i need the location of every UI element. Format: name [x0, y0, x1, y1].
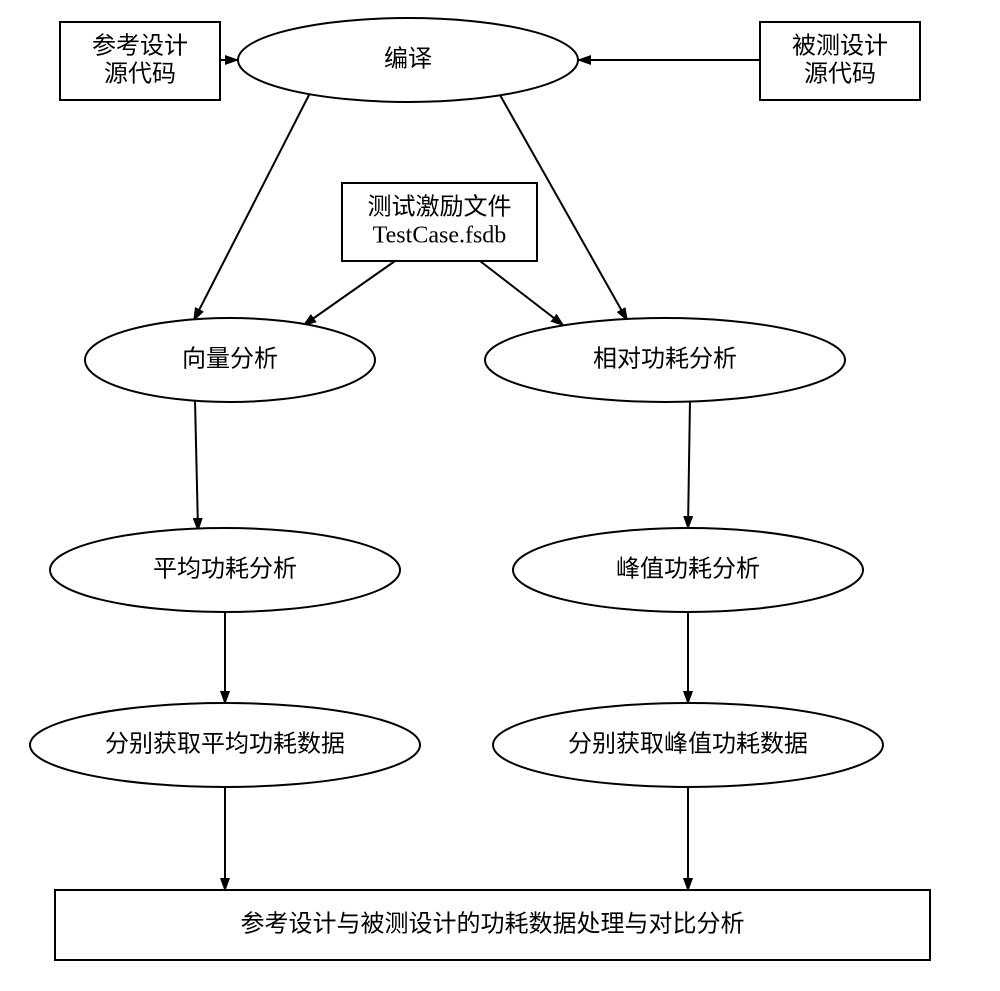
- node-vector: 向量分析: [85, 318, 375, 402]
- node-get_avg: 分别获取平均功耗数据: [30, 703, 420, 787]
- node-ref_code: 参考设计源代码: [60, 22, 220, 100]
- node-label: 峰值功耗分析: [616, 556, 760, 583]
- node-peak_power: 峰值功耗分析: [513, 528, 863, 612]
- flowchart-diagram: 参考设计源代码被测设计源代码编译测试激励文件TestCase.fsdb向量分析相…: [0, 0, 1000, 991]
- node-label: 向量分析: [182, 346, 278, 373]
- node-label: 相对功耗分析: [593, 346, 737, 373]
- node-dut_code: 被测设计源代码: [760, 22, 920, 100]
- edge-arrow: [304, 261, 395, 325]
- node-label: 分别获取峰值功耗数据: [568, 731, 808, 758]
- node-label: 平均功耗分析: [153, 556, 297, 583]
- edge-arrow: [194, 93, 310, 320]
- node-label: 测试激励文件: [368, 194, 512, 221]
- edge-arrow: [480, 261, 563, 325]
- edge-arrow: [195, 400, 198, 530]
- node-compile: 编译: [238, 18, 578, 102]
- node-avg_power: 平均功耗分析: [50, 528, 400, 612]
- edge-arrow: [688, 400, 690, 528]
- node-label: 分别获取平均功耗数据: [105, 731, 345, 758]
- node-label: 源代码: [804, 60, 876, 87]
- node-label: 被测设计: [792, 33, 888, 60]
- node-rel_power: 相对功耗分析: [485, 318, 845, 402]
- node-final: 参考设计与被测设计的功耗数据处理与对比分析: [55, 890, 930, 960]
- node-stimulus: 测试激励文件TestCase.fsdb: [342, 183, 537, 261]
- node-label: 参考设计: [92, 33, 188, 60]
- node-label: 编译: [384, 46, 432, 73]
- node-get_peak: 分别获取峰值功耗数据: [493, 703, 883, 787]
- node-label: TestCase.fsdb: [373, 222, 507, 248]
- node-label: 源代码: [104, 60, 176, 87]
- node-label: 参考设计与被测设计的功耗数据处理与对比分析: [241, 911, 745, 938]
